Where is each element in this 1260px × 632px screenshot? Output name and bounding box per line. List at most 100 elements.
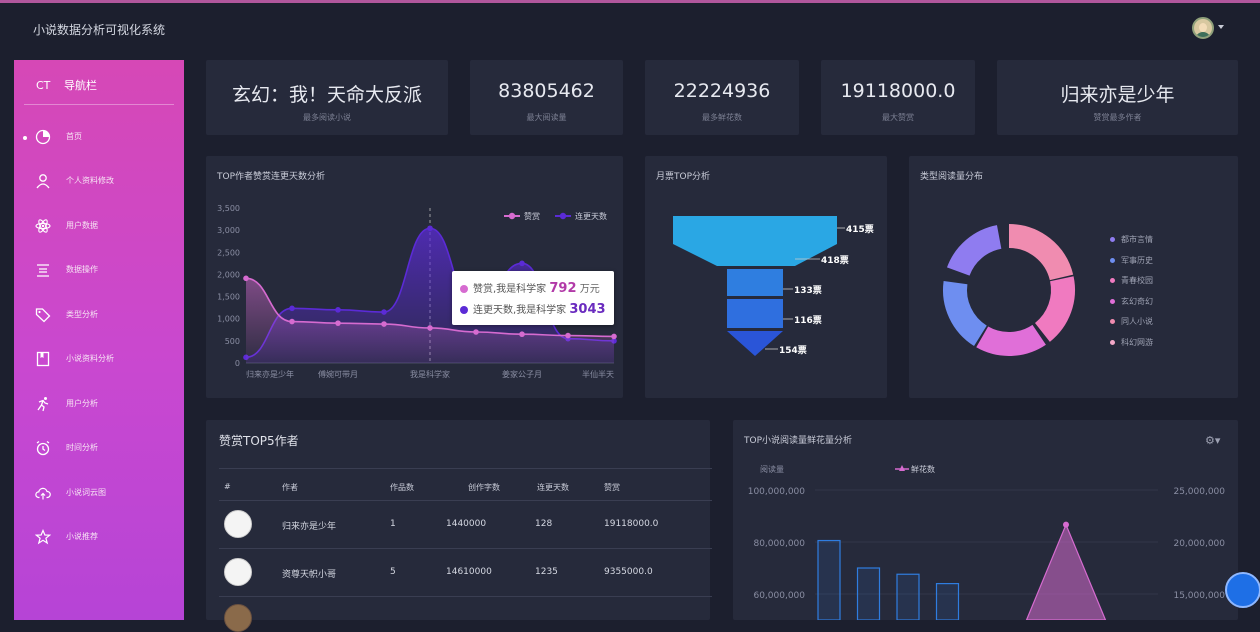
y-tick-label: 2,000 [217,270,240,279]
data-point[interactable] [565,332,571,339]
legend-marker [899,465,905,471]
series-area[interactable] [1025,523,1107,620]
funnel-segment[interactable] [673,244,837,266]
donut-slice[interactable] [934,215,1084,365]
y2-tick-label: 15,000,000 [1173,591,1225,601]
sidebar-item-user-data[interactable]: 用户数据 [14,212,184,242]
data-point[interactable] [519,260,525,267]
stat-value: 归来亦是少年 [1060,84,1175,106]
y2-tick-label: 25,000,000 [1173,487,1225,497]
cell-days: 128 [535,519,553,529]
sidebar-item-user-analysis[interactable]: 用户分析 [14,390,184,420]
data-point[interactable] [473,329,479,335]
legend-marker [508,212,516,220]
y-tick-label: 0 [235,359,240,368]
cell-works: 1 [390,519,396,529]
donut-slice[interactable] [943,224,1075,356]
y2-tick-label: 20,000,000 [1173,539,1225,549]
stat-card-max-reads: 83805462 最大阅读量 [470,60,623,135]
data-point[interactable] [243,275,249,282]
list-icon [37,264,49,277]
sidebar-item-time-analysis[interactable]: 时间分析 [14,434,184,464]
cell-works: 5 [390,567,396,577]
x-tick-label: 半仙半天 [582,369,614,379]
bar[interactable] [856,567,881,620]
data-point[interactable] [381,321,387,327]
sidebar-item-recommend[interactable]: 小说推荐 [14,523,184,553]
sidebar-item-label: 个人资料修改 [66,176,114,185]
funnel-label: 418票 [821,254,849,266]
cell-words: 1440000 [446,519,487,529]
pie-chart-icon [35,129,51,145]
sidebar-item-data-ops[interactable]: 数据操作 [14,256,184,286]
tooltip-row-reward: 赞赏,我是科学家 792 万元 [460,280,600,296]
donut-chart [934,215,1084,365]
active-indicator [23,136,27,140]
bar[interactable] [896,573,920,620]
legend-item[interactable]: 青春校园 [1110,275,1153,286]
sidebar-item-label: 用户分析 [66,399,98,408]
legend-label: 军事历史 [1121,255,1153,265]
funnel-segment[interactable] [727,269,783,296]
data-point[interactable] [611,333,617,340]
sidebar-item-home[interactable]: 首页 [14,123,184,153]
data-point[interactable] [519,331,525,338]
floating-action-button[interactable] [1225,572,1260,608]
top-accent-line [0,0,1260,3]
gear-icon[interactable]: ⚙▾ [1205,434,1221,447]
data-point[interactable] [335,307,341,313]
book-icon [36,351,50,367]
top-authors-table-card: 赞赏TOP5作者 # 作者 作品数 创作字数 连更天数 赞赏 归来亦是少年 1 … [206,420,712,632]
bar[interactable] [935,583,960,620]
legend-label: 连更天数 [575,211,607,221]
sidebar-item-type-analysis[interactable]: 类型分析 [14,301,184,331]
atom-icon [35,219,51,233]
legend-marker [559,212,567,220]
runner-icon [37,397,49,412]
legend-item[interactable]: 军事历史 [1110,255,1153,266]
tooltip-label: 赞赏,我是科学家 [473,284,547,295]
data-point[interactable] [427,225,433,232]
donut-slice[interactable] [943,224,1075,356]
bar[interactable] [817,539,841,620]
sidebar: CT 导航栏 首页 个人资料修改 用户数据 数据操作 类型分析 小说资料分析 用户… [14,60,184,620]
donut-slice[interactable] [935,216,1084,365]
legend-item[interactable]: 同人小说 [1110,316,1153,327]
cell-author: 归来亦是少年 [282,522,337,532]
chart-title: TOP作者赞赏连更天数分析 [217,172,326,182]
user-avatar[interactable] [1192,17,1214,39]
tooltip-value: 792 [549,281,577,296]
legend-item[interactable]: 都市言情 [1110,234,1153,245]
stat-card-top-novel: 玄幻：我！天命大反派 最多阅读小说 [206,60,448,135]
sidebar-item-label: 数据操作 [66,265,98,274]
funnel-segment[interactable] [727,331,783,356]
y-tick-label: 60,000,000 [753,591,805,601]
legend-swatch [1110,319,1115,324]
sidebar-item-word-cloud[interactable]: 小说词云图 [14,479,184,509]
sidebar-item-profile[interactable]: 个人资料修改 [14,167,184,197]
data-point[interactable] [289,318,295,325]
data-point[interactable] [289,305,295,312]
legend-label: 玄幻奇幻 [1121,296,1153,306]
data-point[interactable] [1063,521,1069,528]
y-tick-label: 3,500 [217,204,240,213]
stat-label: 最多鲜花数 [702,113,742,122]
sidebar-item-label: 首页 [66,132,82,141]
funnel-segment[interactable] [673,216,837,244]
sidebar-item-label: 类型分析 [66,310,98,319]
x-tick-label: 傅婉可带月 [318,369,358,379]
legend-swatch [1110,278,1115,283]
funnel-label: 133票 [794,284,822,296]
data-point[interactable] [381,309,387,315]
data-point[interactable] [335,320,341,326]
chevron-down-icon[interactable] [1218,25,1224,29]
donut-slice[interactable] [940,221,1078,359]
data-point[interactable] [427,325,433,331]
chart-title: TOP小说阅读量鲜花量分析 [744,436,853,446]
legend-item[interactable]: 科幻网游 [1110,337,1153,348]
table-header-works: 作品数 [390,483,414,492]
sidebar-item-novel-analysis[interactable]: 小说资料分析 [14,345,184,375]
funnel-segment[interactable] [727,299,783,328]
legend-item[interactable]: 玄幻奇幻 [1110,296,1153,307]
app-title: 小说数据分析可视化系统 [33,23,166,37]
